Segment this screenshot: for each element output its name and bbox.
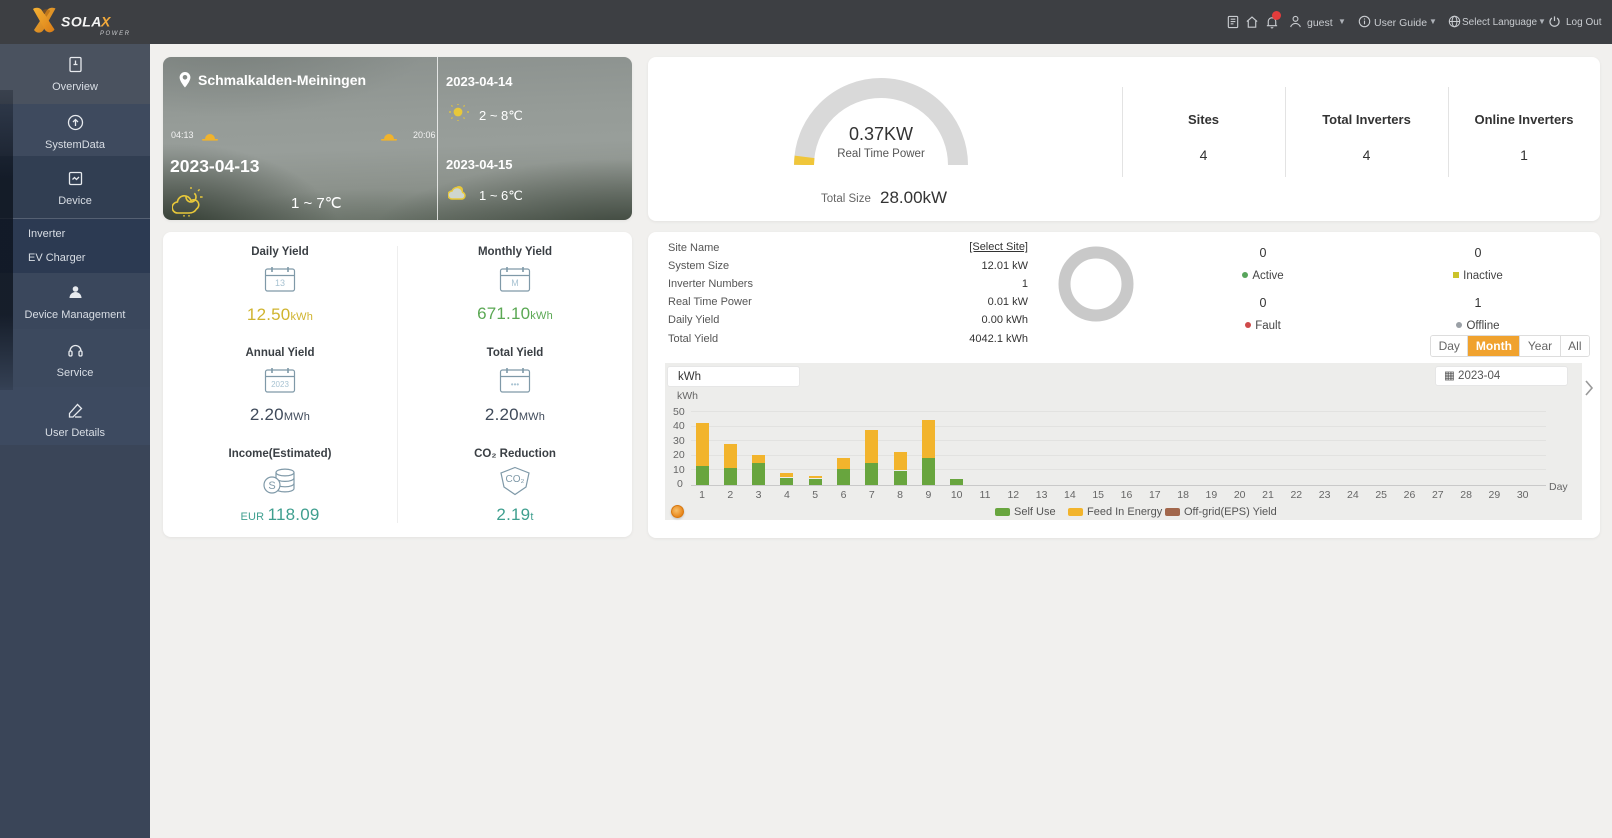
svg-text:•••: ••• xyxy=(511,380,520,389)
svg-text:SOLA: SOLA xyxy=(61,14,102,30)
svg-text:13: 13 xyxy=(275,278,285,288)
svg-text:S: S xyxy=(268,480,275,492)
svg-text:2023: 2023 xyxy=(271,380,289,389)
svg-text:X: X xyxy=(100,14,112,30)
svg-text:M: M xyxy=(511,278,519,288)
svg-text:CO₂: CO₂ xyxy=(506,474,525,485)
svg-text:P O W E R: P O W E R xyxy=(100,31,130,37)
